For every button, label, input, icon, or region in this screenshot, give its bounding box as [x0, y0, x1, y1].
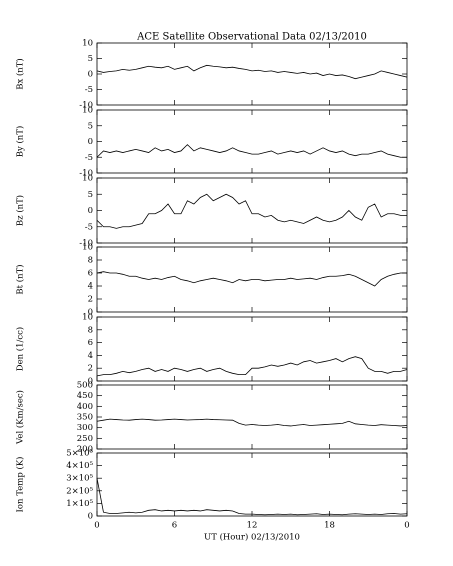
y-axis-label: By (nT) [15, 126, 26, 158]
y-axis-label: Bt (nT) [15, 264, 26, 294]
y-tick-label: 0 [88, 206, 93, 216]
y-tick-label: 400 [77, 402, 93, 412]
x-axis-label: UT (Hour) 02/13/2010 [204, 532, 300, 543]
y-tick-label: 10 [82, 174, 93, 184]
y-tick-label: -10 [79, 169, 93, 179]
y-tick-label: 5 [88, 54, 93, 64]
y-tick-label: 8 [88, 256, 93, 266]
y-axis-label: Vel (Km/sec) [15, 390, 26, 445]
x-tick-label: 6 [172, 521, 177, 531]
y-tick-label: 300 [77, 423, 93, 433]
y-tick-label: -5 [85, 153, 93, 163]
x-tick-label: 0 [404, 521, 409, 531]
data-line [96, 64, 408, 80]
data-line [96, 144, 407, 158]
data-line [96, 271, 407, 287]
y-tick-label: 5×10⁵ [66, 449, 93, 459]
y-tick-label: 4×10⁵ [66, 461, 93, 471]
y-tick-label: 0 [88, 512, 93, 522]
y-tick-label: 8 [88, 325, 93, 335]
y-tick-label: 0 [88, 70, 93, 80]
y-tick-label: 250 [77, 434, 93, 444]
x-tick-label: 0 [94, 521, 99, 531]
x-tick-label: 12 [247, 521, 258, 531]
panel-frame [96, 177, 408, 244]
y-tick-label: 4 [88, 282, 93, 292]
y-tick-label: 5 [88, 121, 93, 131]
y-tick-label: 6 [88, 338, 93, 348]
panel-frame [96, 109, 408, 174]
y-tick-label: 10 [82, 243, 93, 253]
y-tick-label: 450 [77, 391, 93, 401]
data-line [96, 478, 408, 516]
y-axis-label: Bz (nT) [15, 195, 26, 226]
data-line [96, 193, 407, 229]
y-tick-label: 6 [88, 269, 93, 279]
y-tick-label: -10 [79, 239, 93, 249]
panel-frame [96, 316, 408, 382]
y-axis-label: Bx (nT) [15, 58, 26, 90]
chart-title: ACE Satellite Observational Data 02/13/2… [136, 32, 367, 43]
y-tick-label: -5 [85, 222, 93, 232]
panel-frame [96, 384, 408, 450]
y-tick-label: 2 [88, 364, 93, 374]
y-axis-label: Den (1/cc) [15, 327, 26, 371]
y-axis-label: Ion Temp (K) [15, 457, 26, 513]
y-tick-label: 5 [88, 190, 93, 200]
y-tick-label: 0 [88, 377, 93, 387]
panel-frame [96, 452, 408, 517]
data-line [96, 418, 408, 427]
y-tick-label: 0 [88, 308, 93, 318]
y-tick-label: 10 [82, 39, 93, 49]
y-tick-label: 2 [88, 295, 93, 305]
y-tick-label: 10 [82, 313, 93, 323]
y-tick-label: 350 [77, 413, 93, 423]
x-tick-label: 18 [324, 521, 335, 531]
y-tick-label: 200 [77, 445, 93, 455]
y-tick-label: 10 [82, 106, 93, 116]
y-tick-label: 2×10⁵ [66, 486, 93, 496]
y-tick-label: 500 [77, 381, 93, 391]
y-tick-label: -5 [85, 85, 93, 95]
y-tick-label: 4 [88, 351, 93, 361]
panel-frame [96, 42, 408, 106]
y-tick-label: 0 [88, 137, 93, 147]
y-tick-label: -10 [79, 101, 93, 111]
y-tick-label: 3×10⁵ [66, 474, 93, 484]
data-line [96, 356, 408, 377]
y-tick-label: 1×10⁵ [66, 499, 93, 509]
